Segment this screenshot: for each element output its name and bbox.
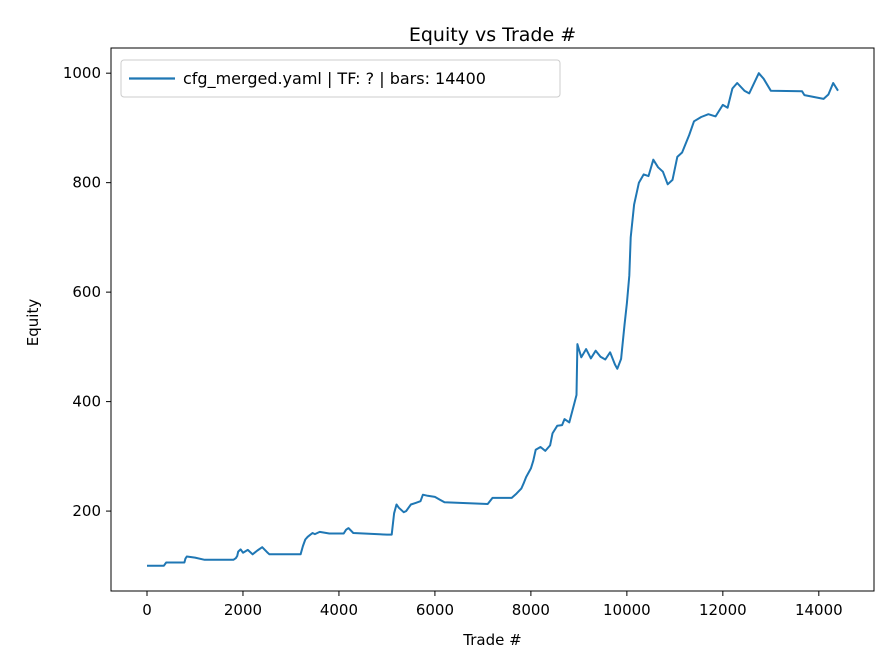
series-layer: [147, 72, 839, 567]
x-tick-label: 8000: [512, 601, 550, 619]
y-tick-label: 200: [72, 502, 101, 520]
chart-title: Equity vs Trade #: [409, 24, 576, 46]
x-tick-label: 12000: [699, 601, 747, 619]
x-axis-label: Trade #: [462, 631, 521, 649]
x-tick-label: 2000: [224, 601, 262, 619]
legend: cfg_merged.yaml | TF: ? | bars: 14400: [120, 59, 561, 98]
y-tick-label: 400: [72, 393, 101, 411]
plot-frame: [110, 47, 875, 592]
y-tick-label: 600: [72, 283, 101, 301]
series-line-0: [147, 72, 839, 567]
x-tick-label: 14000: [795, 601, 843, 619]
x-axis-ticks: 0 2000 4000 6000 8000 10000 12000 14000: [142, 591, 843, 619]
x-tick-label: 4000: [320, 601, 358, 619]
x-tick-label: 6000: [416, 601, 454, 619]
legend-box: [120, 59, 561, 98]
legend-entry-label: cfg_merged.yaml | TF: ? | bars: 14400: [183, 69, 486, 89]
y-axis-label: Equity: [24, 299, 42, 347]
x-tick-label: 0: [142, 601, 152, 619]
y-tick-label: 800: [72, 174, 101, 192]
y-axis-ticks: 200 400 600 800 1000: [63, 64, 111, 520]
x-tick-label: 10000: [603, 601, 651, 619]
y-tick-label: 1000: [63, 64, 101, 82]
